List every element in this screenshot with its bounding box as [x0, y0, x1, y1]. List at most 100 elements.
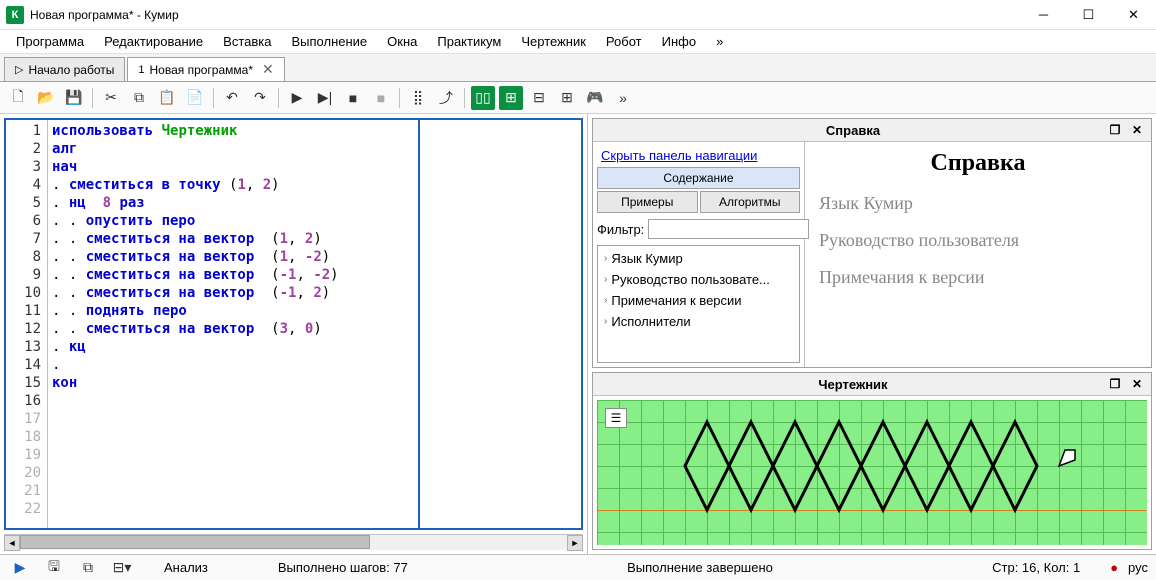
- status-lang: рус: [1128, 560, 1148, 575]
- status-position: Стр: 16, Кол: 1: [992, 560, 1080, 575]
- scroll-left-button[interactable]: ◄: [4, 535, 20, 551]
- line-number: 21: [6, 482, 41, 500]
- status-steps: Выполнено шагов: 77: [278, 560, 408, 575]
- status-layout-icon[interactable]: ⊟▾: [110, 556, 134, 580]
- status-done: Выполнение завершено: [627, 560, 773, 575]
- help-close-button[interactable]: ✕: [1129, 122, 1145, 138]
- game-button[interactable]: 🎮: [583, 86, 607, 110]
- pause-button[interactable]: ■: [369, 86, 393, 110]
- status-record-icon[interactable]: ●: [1110, 560, 1118, 575]
- hide-nav-link[interactable]: Скрыть панель навигации: [597, 146, 800, 165]
- help-tab-contents[interactable]: Содержание: [597, 167, 800, 189]
- chevron-right-icon: ›: [604, 274, 607, 285]
- menu-2[interactable]: Вставка: [215, 32, 279, 51]
- line-number: 14: [6, 356, 41, 374]
- paste-button-alt[interactable]: 📄: [183, 86, 207, 110]
- open-file-button[interactable]: 📂: [34, 86, 58, 110]
- maximize-button[interactable]: ☐: [1066, 0, 1111, 30]
- document-tab-1[interactable]: 1Новая программа*✕: [127, 57, 284, 81]
- document-tab-0[interactable]: ▷Начало работы: [4, 57, 125, 81]
- menu-3[interactable]: Выполнение: [283, 32, 375, 51]
- actor-button-2[interactable]: ⤴: [434, 86, 458, 110]
- line-number: 7: [6, 230, 41, 248]
- layout-button-1[interactable]: ▯▯: [471, 86, 495, 110]
- layout-button-4[interactable]: ⊞: [555, 86, 579, 110]
- code-line: . кц: [52, 338, 577, 356]
- help-tree-item-0[interactable]: ›Язык Кумир: [600, 248, 797, 269]
- help-content-link-2[interactable]: Примечания к версии: [819, 267, 1137, 288]
- toolbar: 🗋 📂 💾 ✂ ⧉ 📋 📄 ↶ ↷ ▶ ▶| ■ ■ ⣿ ⤴ ▯▯ ⊞ ⊟ ⊞ …: [0, 82, 1156, 114]
- statusbar: ▶ 🖫 ⧉ ⊟▾ Анализ Выполнено шагов: 77 Выпо…: [0, 554, 1156, 580]
- menu-8[interactable]: Инфо: [654, 32, 704, 51]
- status-save-icon[interactable]: 🖫: [42, 556, 66, 580]
- pen-icon: [1059, 450, 1075, 466]
- new-file-button[interactable]: 🗋: [6, 86, 30, 110]
- help-tab-examples[interactable]: Примеры: [597, 191, 698, 213]
- more-toolbar[interactable]: »: [611, 86, 635, 110]
- line-number: 2: [6, 140, 41, 158]
- step-button[interactable]: ▶|: [313, 86, 337, 110]
- code-line: . . сместиться на вектор (-1, 2): [52, 284, 577, 302]
- help-panel-title: Справка: [599, 123, 1107, 138]
- menu-7[interactable]: Робот: [598, 32, 650, 51]
- drawer-menu-button[interactable]: ☰: [605, 408, 627, 428]
- line-number: 17: [6, 410, 41, 428]
- menu-5[interactable]: Практикум: [429, 32, 509, 51]
- code-line: . нц 8 раз: [52, 194, 577, 212]
- help-content-link-1[interactable]: Руководство пользователя: [819, 230, 1137, 251]
- redo-button[interactable]: ↷: [248, 86, 272, 110]
- stop-button[interactable]: ■: [341, 86, 365, 110]
- status-run-icon[interactable]: ▶: [8, 556, 32, 580]
- menu-6[interactable]: Чертежник: [513, 32, 594, 51]
- minimize-button[interactable]: ─: [1021, 0, 1066, 30]
- paste-button[interactable]: 📋: [155, 86, 179, 110]
- run-button[interactable]: ▶: [285, 86, 309, 110]
- menu-0[interactable]: Программа: [8, 32, 92, 51]
- status-analysis: Анализ: [164, 560, 208, 575]
- code-line: . . сместиться на вектор (-1, -2): [52, 266, 577, 284]
- tab-label: Новая программа*: [150, 63, 254, 77]
- menu-1[interactable]: Редактирование: [96, 32, 211, 51]
- line-number: 6: [6, 212, 41, 230]
- drawer-canvas: ☰: [597, 400, 1147, 545]
- document-tabs: ▷Начало работы1Новая программа*✕: [0, 54, 1156, 82]
- menubar: ПрограммаРедактированиеВставкаВыполнение…: [0, 30, 1156, 54]
- layout-button-2[interactable]: ⊞: [499, 86, 523, 110]
- actor-button-1[interactable]: ⣿: [406, 86, 430, 110]
- copy-button[interactable]: ⧉: [127, 86, 151, 110]
- menu-4[interactable]: Окна: [379, 32, 425, 51]
- code-line: кон: [52, 374, 577, 392]
- status-copy-icon[interactable]: ⧉: [76, 556, 100, 580]
- layout-button-3[interactable]: ⊟: [527, 86, 551, 110]
- help-tree-item-2[interactable]: ›Примечания к версии: [600, 290, 797, 311]
- line-number: 9: [6, 266, 41, 284]
- line-number: 15: [6, 374, 41, 392]
- cut-button[interactable]: ✂: [99, 86, 123, 110]
- tree-item-label: Руководство пользовате...: [611, 272, 770, 287]
- window-title: Новая программа* - Кумир: [30, 8, 1021, 22]
- line-number: 20: [6, 464, 41, 482]
- help-tree-item-1[interactable]: › Руководство пользовате...: [600, 269, 797, 290]
- help-popout-button[interactable]: ❐: [1107, 122, 1123, 138]
- drawer-popout-button[interactable]: ❐: [1107, 376, 1123, 392]
- menu-9[interactable]: »: [708, 32, 731, 51]
- tab-close-button[interactable]: ✕: [262, 61, 274, 78]
- drawer-panel-title: Чертежник: [599, 377, 1107, 392]
- line-number: 18: [6, 428, 41, 446]
- help-content-link-0[interactable]: Язык Кумир: [819, 193, 1137, 214]
- save-file-button[interactable]: 💾: [62, 86, 86, 110]
- help-tree-item-3[interactable]: ›Исполнители: [600, 311, 797, 332]
- code-line: алг: [52, 140, 577, 158]
- undo-button[interactable]: ↶: [220, 86, 244, 110]
- help-heading: Справка: [819, 150, 1137, 177]
- drawer-close-button[interactable]: ✕: [1129, 376, 1145, 392]
- editor-horizontal-scrollbar[interactable]: ◄ ►: [4, 534, 583, 550]
- filter-label: Фильтр:: [597, 222, 644, 237]
- close-button[interactable]: ✕: [1111, 0, 1156, 30]
- scroll-right-button[interactable]: ►: [567, 535, 583, 551]
- filter-input[interactable]: [648, 219, 809, 239]
- tree-item-label: Язык Кумир: [611, 251, 682, 266]
- help-tab-algorithms[interactable]: Алгоритмы: [700, 191, 801, 213]
- code-editor[interactable]: 12345678910111213141516171819202122 испо…: [4, 118, 583, 530]
- chevron-right-icon: ›: [604, 316, 607, 327]
